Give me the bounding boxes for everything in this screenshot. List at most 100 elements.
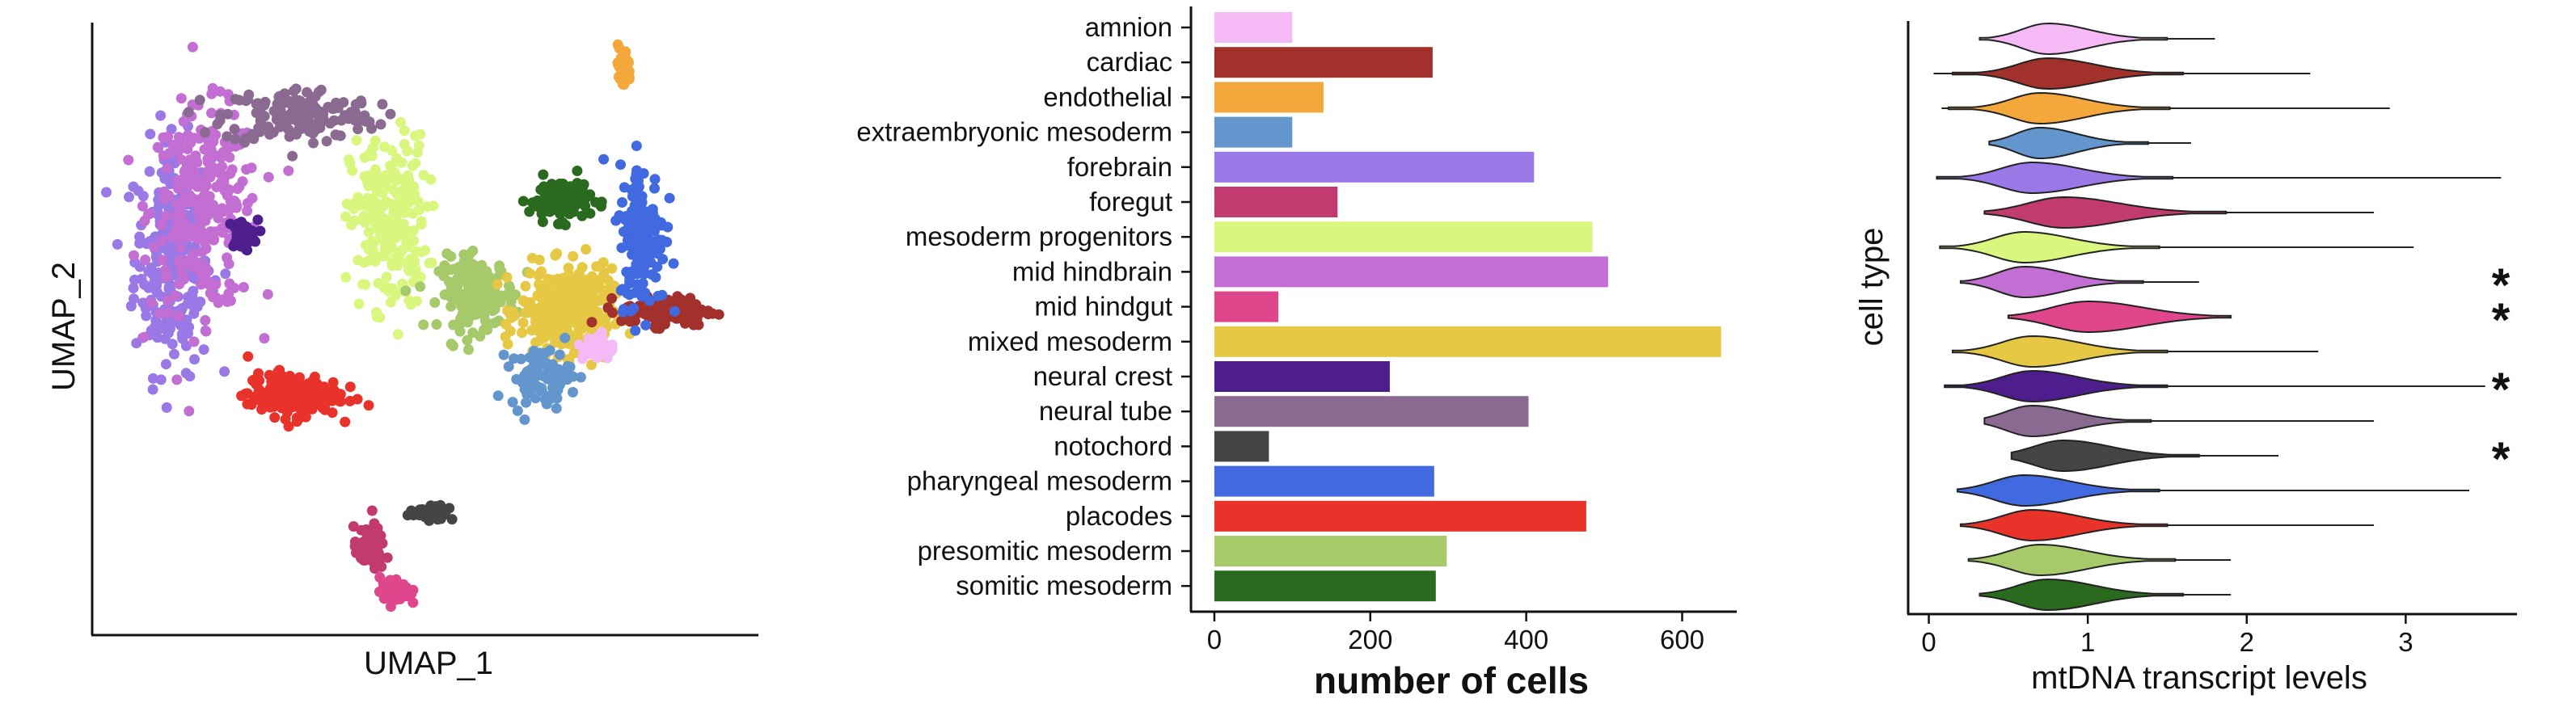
umap-cluster-pharyngeal-mesoderm [598,141,680,336]
umap-point [637,231,648,242]
umap-point [521,397,531,408]
umap-point [483,303,494,314]
umap-point [363,226,374,238]
violin-mixed-mesoderm [1952,335,2319,368]
umap-cluster-extraembryonic-mesoderm [492,332,586,425]
significance-star: * [2492,259,2511,312]
violin-amnion [1978,22,2215,56]
bar-x-tick-label: 600 [1660,625,1704,655]
umap-point [415,272,426,283]
umap-point [391,228,403,239]
umap-point [664,297,675,308]
umap-point [161,402,172,413]
umap-point [517,196,529,207]
umap-point [353,124,364,135]
umap-point [139,215,150,226]
umap-point [590,340,602,351]
umap-point [273,91,285,103]
umap-point [340,416,351,427]
umap-point [285,380,297,391]
umap-point [196,258,207,269]
umap-point [175,242,186,253]
umap-point [640,319,652,330]
umap-point [220,268,231,280]
umap-cluster-foregut [348,505,393,574]
umap-point [510,289,522,301]
umap-point [542,282,553,293]
violin-placodes [1959,508,2375,542]
violin-body [1939,231,2160,263]
umap-point [188,285,199,297]
umap-point [411,246,421,257]
violin-body [2007,301,2232,333]
umap-point [129,293,139,305]
umap-point [139,279,150,290]
umap-point [285,114,297,125]
umap-point [581,280,593,292]
umap-point [180,259,192,270]
umap-point [385,173,396,184]
umap-point [347,165,358,176]
umap-point [636,291,648,302]
violin-body [1952,335,2168,368]
bar-x-tick-label: 400 [1504,625,1548,655]
umap-point [295,124,306,134]
umap-point [534,325,546,336]
umap-point [424,258,435,268]
umap-point [614,74,626,85]
umap-point [174,214,185,225]
umap-point [580,200,591,212]
umap-point [438,509,450,520]
umap-point [522,377,534,389]
umap-point [536,306,547,318]
umap-point [365,554,376,565]
umap-point [467,327,479,339]
umap-point [289,389,300,401]
umap-point [640,243,650,255]
umap-point [317,402,328,414]
umap-point [306,377,318,388]
bar-somitic-mesoderm [1214,570,1436,602]
umap-point [569,289,581,301]
violin-neural-tube [1983,404,2375,438]
umap-point [517,327,527,339]
violin-x-tick-label: 3 [2398,627,2413,657]
bar-category-labels: amnion cardiac endothelial extraembryonic m… [856,12,1191,600]
umap-point [343,154,354,166]
umap-point [351,135,362,146]
umap-point [586,360,597,370]
umap-point [144,166,155,177]
umap-point [230,222,241,233]
umap-point [583,333,594,344]
violin-cardiac [1933,57,2311,90]
umap-point [470,282,481,293]
umap-point [391,157,401,167]
umap-point [606,344,618,356]
umap-point [462,335,473,346]
umap-point [154,323,165,335]
umap-point [424,510,435,521]
umap-panel: UMAP_1 UMAP_2 [46,23,758,681]
umap-point [263,171,274,183]
umap-point [575,189,586,200]
bar-category-label: neural tube [1039,396,1172,426]
umap-point [145,128,156,140]
umap-point [147,373,158,384]
umap-point [463,309,475,320]
violin-endothelial [1941,91,2390,125]
umap-point [155,110,167,121]
bar-foregut [1214,187,1338,217]
umap-point [386,198,397,209]
umap-point [180,192,192,203]
umap-point [163,295,173,306]
umap-point [454,262,465,273]
umap-point [395,194,406,205]
umap-cluster-amnion [573,326,618,364]
bar-category-label: mid hindgut [1034,292,1172,322]
umap-point [530,337,542,348]
umap-point [385,297,396,308]
bar-panel: amnion cardiac endothelial extraembryonic m… [856,6,1737,701]
umap-point [647,269,658,280]
umap-point [375,250,386,262]
